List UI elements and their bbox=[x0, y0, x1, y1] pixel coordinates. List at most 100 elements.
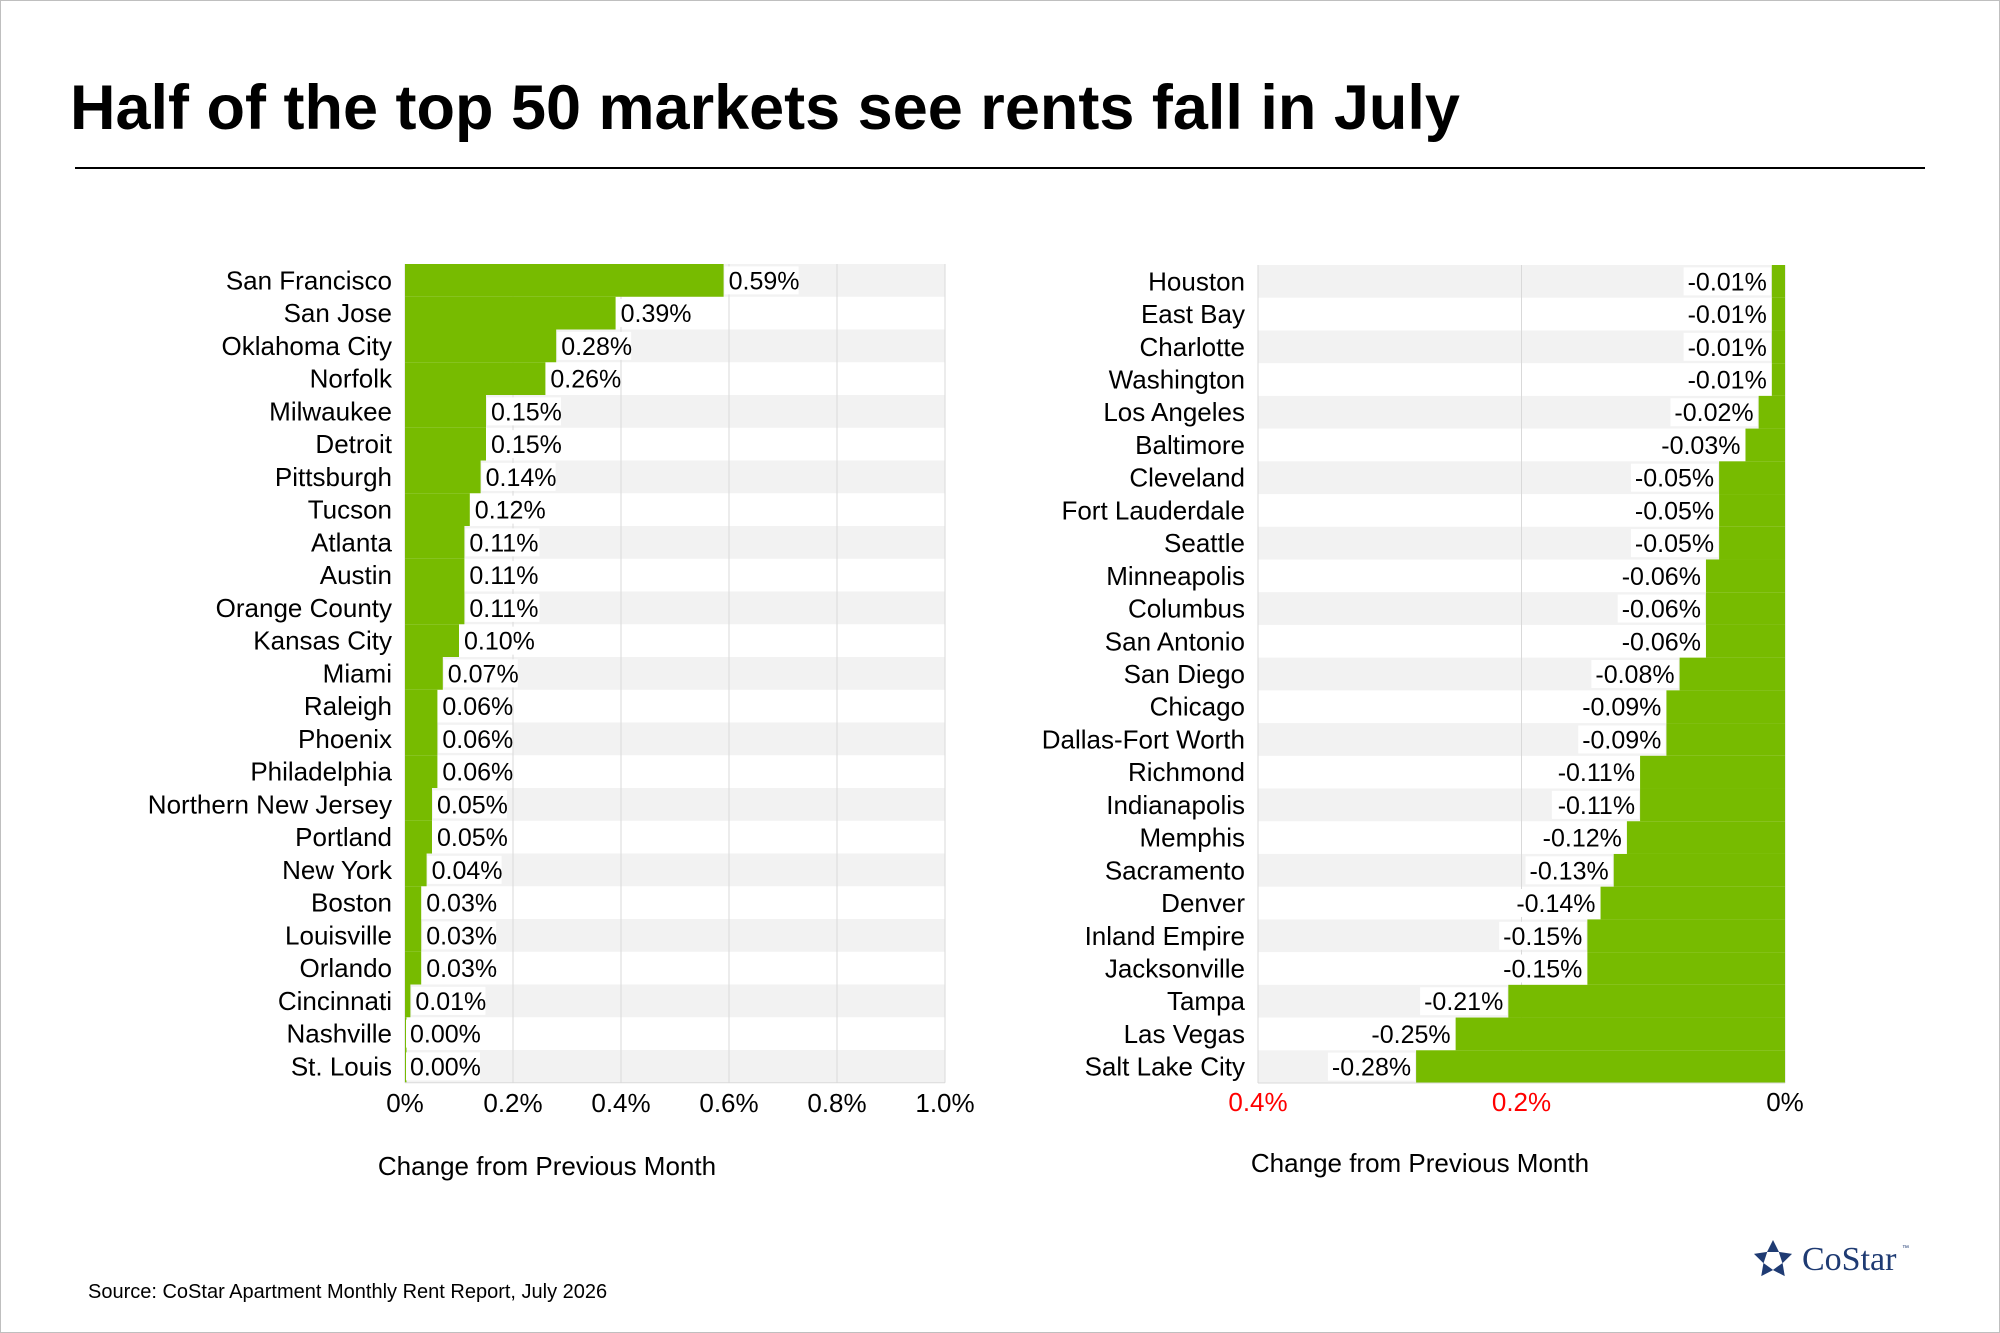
bar bbox=[405, 264, 724, 297]
tick-label: 0% bbox=[1766, 1087, 1804, 1117]
category-label: Philadelphia bbox=[250, 757, 392, 787]
tick-label: 0.4% bbox=[591, 1088, 650, 1118]
bar bbox=[405, 460, 481, 494]
data-label: 0.59% bbox=[729, 267, 800, 295]
bar bbox=[405, 755, 438, 788]
category-label: Nashville bbox=[287, 1019, 393, 1049]
data-label-bg bbox=[465, 561, 540, 590]
data-label-bg bbox=[422, 888, 497, 917]
bar bbox=[405, 951, 422, 985]
bar bbox=[1640, 755, 1785, 789]
costar-wordmark: CoStar bbox=[1802, 1241, 1897, 1278]
tick-label: 0.6% bbox=[699, 1088, 758, 1118]
data-label: 0.39% bbox=[621, 300, 692, 328]
data-label-bg bbox=[470, 495, 545, 524]
category-label: Phoenix bbox=[298, 724, 392, 754]
data-label: -0.05% bbox=[1635, 465, 1714, 493]
x-axis-title: Change from Previous Month bbox=[1251, 1148, 1589, 1178]
data-label-bg bbox=[433, 790, 507, 819]
data-label-bg bbox=[1670, 398, 1758, 427]
bar bbox=[405, 689, 438, 723]
data-label-bg bbox=[460, 626, 534, 655]
costar-logo: CoStar ™ bbox=[1750, 1237, 1920, 1287]
bar bbox=[1600, 886, 1785, 920]
category-label: Tucson bbox=[308, 495, 392, 525]
data-label-bg bbox=[1327, 1052, 1416, 1081]
bar bbox=[1416, 1050, 1785, 1083]
title-rule bbox=[75, 167, 1925, 169]
bar bbox=[405, 1017, 407, 1050]
data-label: -0.28% bbox=[1332, 1054, 1411, 1082]
category-label: Louisville bbox=[285, 920, 392, 950]
data-label-bg bbox=[427, 855, 502, 884]
bar bbox=[405, 722, 438, 756]
category-label: Oklahoma City bbox=[222, 331, 393, 361]
bar bbox=[405, 526, 465, 559]
category-label: Houston bbox=[1148, 266, 1245, 296]
data-label: -0.08% bbox=[1595, 661, 1674, 689]
data-label: 0.03% bbox=[426, 955, 497, 983]
data-label-bg bbox=[438, 692, 513, 721]
data-label-bg bbox=[1657, 430, 1745, 459]
data-label: -0.05% bbox=[1635, 497, 1714, 525]
data-label: -0.15% bbox=[1503, 955, 1582, 983]
bar bbox=[1719, 494, 1785, 527]
data-label-bg bbox=[465, 528, 540, 557]
bar bbox=[1719, 461, 1785, 495]
category-label: Washington bbox=[1109, 365, 1245, 395]
data-label-bg bbox=[487, 430, 561, 459]
bar bbox=[1626, 821, 1785, 854]
data-label-bg bbox=[1420, 987, 1508, 1016]
bar bbox=[405, 591, 465, 625]
data-label-bg bbox=[1683, 300, 1771, 329]
chart-negative-changes: -0.01% -0.01% -0.01% -0.01% -0.02% -0.03% -0.0… bbox=[1042, 265, 1804, 1178]
bar bbox=[1508, 984, 1785, 1018]
data-label-bg bbox=[465, 593, 540, 622]
tick-label: 0% bbox=[386, 1088, 424, 1118]
row-band bbox=[405, 1050, 945, 1083]
data-label: -0.01% bbox=[1688, 301, 1767, 329]
data-label-bg bbox=[487, 397, 561, 426]
data-label: 0.11% bbox=[469, 562, 538, 590]
category-label: Portland bbox=[295, 822, 392, 852]
tick-label: 0.4% bbox=[1228, 1087, 1287, 1117]
bar bbox=[1719, 526, 1785, 560]
bar bbox=[405, 919, 422, 952]
category-label: Denver bbox=[1161, 888, 1245, 918]
bar bbox=[1705, 592, 1785, 625]
data-label: -0.01% bbox=[1688, 268, 1767, 296]
bar bbox=[1771, 330, 1785, 364]
row-band bbox=[405, 984, 945, 1018]
data-label: 0.00% bbox=[410, 1021, 481, 1049]
category-label: Norfolk bbox=[310, 364, 393, 394]
data-label-bg bbox=[1630, 496, 1719, 525]
bar bbox=[1679, 657, 1785, 691]
data-label: 0.05% bbox=[437, 791, 508, 819]
data-label: 0.00% bbox=[410, 1053, 481, 1081]
bar bbox=[1745, 428, 1785, 462]
category-label: Atlanta bbox=[311, 527, 392, 557]
category-label: Tampa bbox=[1167, 986, 1246, 1016]
data-label: -0.06% bbox=[1622, 596, 1701, 624]
data-label: -0.01% bbox=[1688, 367, 1767, 395]
category-label: Columbus bbox=[1128, 594, 1245, 624]
category-label: Northern New Jersey bbox=[148, 789, 392, 819]
data-label-bg bbox=[1499, 954, 1587, 983]
category-label: Orlando bbox=[300, 953, 393, 983]
data-label: -0.06% bbox=[1622, 628, 1701, 656]
data-label-bg bbox=[1591, 660, 1679, 688]
category-label: Indianapolis bbox=[1106, 790, 1245, 820]
data-label: -0.05% bbox=[1635, 530, 1714, 558]
data-label: -0.21% bbox=[1424, 988, 1503, 1016]
tick-label: 1.0% bbox=[915, 1088, 974, 1118]
category-label: Las Vegas bbox=[1124, 1019, 1245, 1049]
data-label-bg bbox=[1578, 692, 1666, 721]
bar bbox=[405, 853, 427, 887]
bar bbox=[405, 427, 486, 461]
chart-title: Half of the top 50 markets see rents fal… bbox=[70, 73, 1460, 143]
data-label: 0.10% bbox=[464, 628, 535, 656]
data-label: 0.11% bbox=[469, 529, 538, 557]
bar bbox=[1587, 952, 1785, 985]
data-label: 0.03% bbox=[426, 922, 497, 950]
data-label-bg bbox=[1538, 823, 1626, 852]
